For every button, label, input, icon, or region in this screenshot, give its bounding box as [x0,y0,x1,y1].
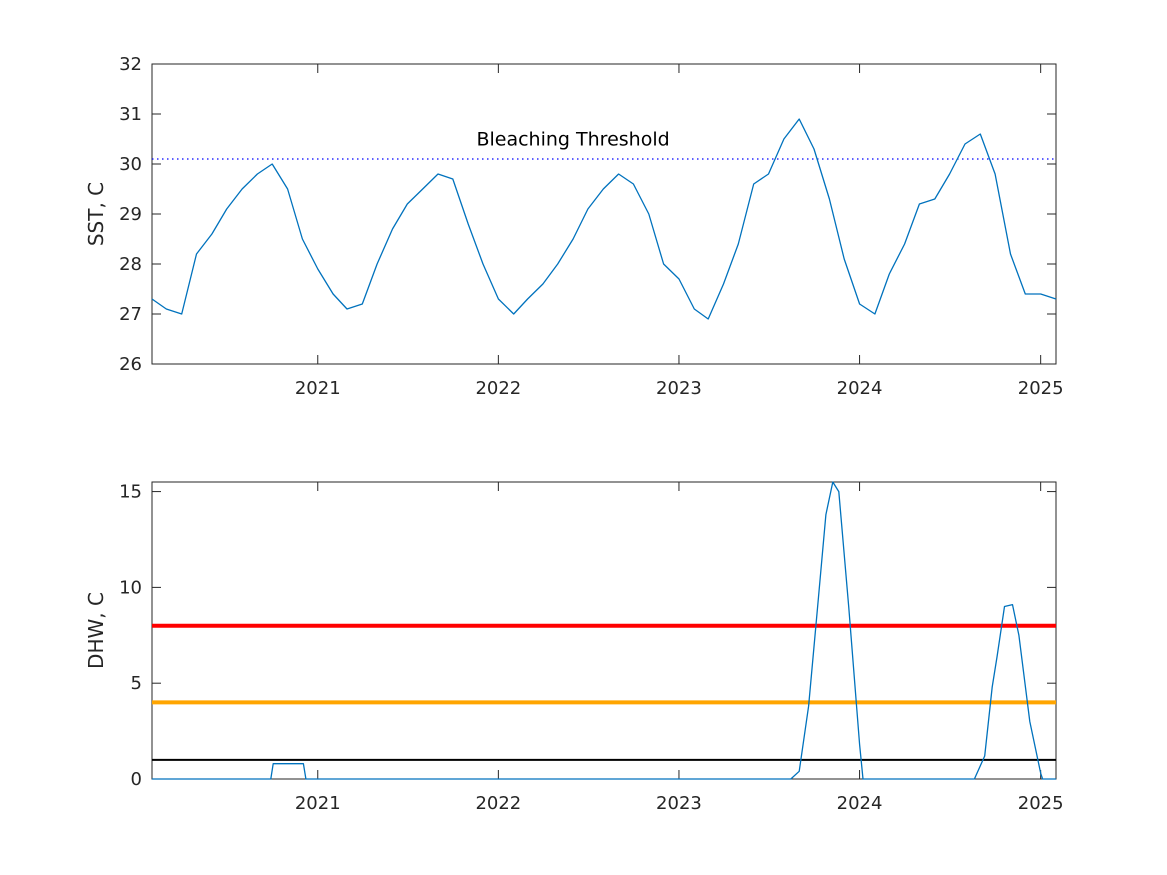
dhw-x-tick-label: 2024 [837,793,883,814]
dhw-x-tick-label: 2023 [656,793,702,814]
dhw-chart: 0 5 10 15 2021 2022 2023 2024 2025 DHW, C [84,481,1064,814]
sst-y-tick-label: 26 [119,354,142,375]
dhw-x-tick-label: 2022 [475,793,521,814]
sst-x-tick-label: 2022 [475,378,521,399]
sst-x-tick-label: 2025 [1018,378,1064,399]
sst-series-line [151,118,1057,320]
dhw-series-line [152,481,1056,780]
sst-x-tick-label: 2021 [295,378,341,399]
sst-x-tick-label: 2024 [837,378,883,399]
sst-annotation: Bleaching Threshold [476,129,669,151]
dhw-y-tick-label: 10 [119,577,142,598]
dhw-x-tick-label: 2025 [1018,793,1064,814]
sst-y-tick-label: 28 [119,254,142,275]
dhw-y-tick-label: 5 [131,673,142,694]
sst-x-tick-label: 2023 [656,378,702,399]
sst-y-tick-label: 30 [119,154,142,175]
sst-y-tick-label: 32 [119,54,142,75]
sst-y-tick-label: 31 [119,104,142,125]
sst-y-axis-label: SST, C [84,182,108,246]
sst-chart: 26 27 28 29 30 31 32 2021 2022 2023 2024 2025 SST, C… [84,54,1064,399]
sst-y-tick-label: 29 [119,204,142,225]
dhw-y-tick-label: 0 [131,769,142,790]
dhw-y-tick-label: 15 [119,482,142,503]
sst-y-tick-label: 27 [119,304,142,325]
dhw-x-tick-label: 2021 [295,793,341,814]
dhw-y-axis-label: DHW, C [84,592,108,669]
